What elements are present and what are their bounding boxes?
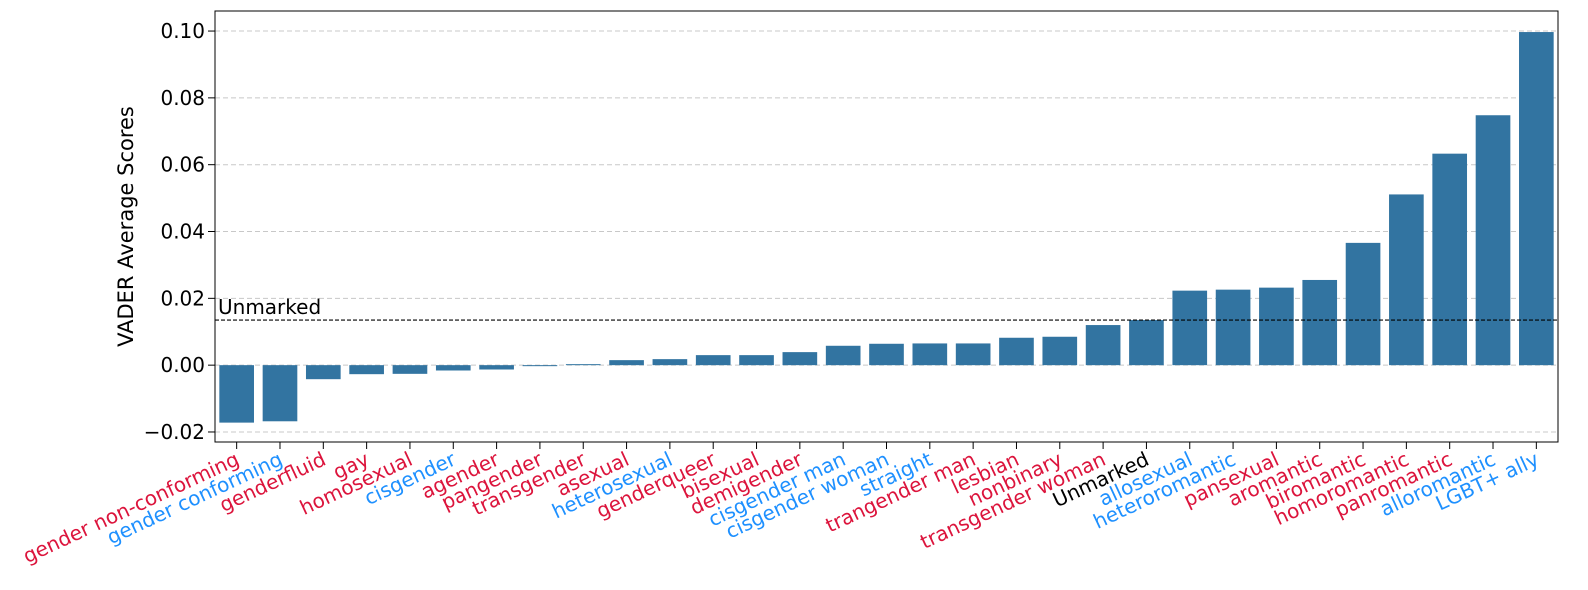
bar <box>1519 32 1554 366</box>
bar <box>1172 290 1208 366</box>
bar <box>435 365 471 371</box>
bar <box>565 364 601 366</box>
bar <box>1432 153 1468 366</box>
x-tick-label: gender non-conforming <box>19 447 243 568</box>
bar <box>869 343 904 366</box>
bar <box>955 343 991 366</box>
bar <box>912 343 948 366</box>
bar <box>1259 287 1294 366</box>
bar <box>1129 320 1164 366</box>
bar <box>609 360 644 366</box>
bar <box>652 359 688 366</box>
bar <box>1475 115 1511 366</box>
bar <box>1389 194 1424 366</box>
bar <box>782 352 818 366</box>
bar <box>1215 289 1251 366</box>
bar <box>305 365 341 380</box>
reference-line-group: Unmarked <box>215 295 1558 321</box>
bar <box>392 365 428 374</box>
reference-line-label: Unmarked <box>218 295 321 319</box>
axes <box>208 10 1559 449</box>
bar <box>739 355 774 366</box>
bars <box>219 32 1554 423</box>
bar <box>999 337 1034 366</box>
bar <box>219 365 254 423</box>
y-tick-label: 0.10 <box>160 19 205 43</box>
bar <box>695 355 731 366</box>
bar <box>1345 242 1381 366</box>
bar <box>262 365 298 422</box>
plot-frame <box>214 10 1559 443</box>
bar <box>522 365 558 367</box>
y-tick-labels: −0.02 0.00 0.02 0.04 0.06 0.08 0.10 <box>144 19 205 444</box>
y-tick-label: 0.04 <box>160 220 205 244</box>
bar <box>1085 325 1121 366</box>
bar <box>1042 336 1078 366</box>
bar <box>825 345 861 366</box>
y-axis-label: VADER Average Scores <box>114 106 138 347</box>
y-tick-label: 0.02 <box>160 286 205 310</box>
y-tick-label: −0.02 <box>144 420 205 444</box>
bar <box>349 365 384 375</box>
bar <box>1302 279 1338 366</box>
bar <box>479 365 514 370</box>
y-tick-label: 0.00 <box>160 353 205 377</box>
y-tick-label: 0.06 <box>160 153 205 177</box>
y-tick-label: 0.08 <box>160 86 205 110</box>
